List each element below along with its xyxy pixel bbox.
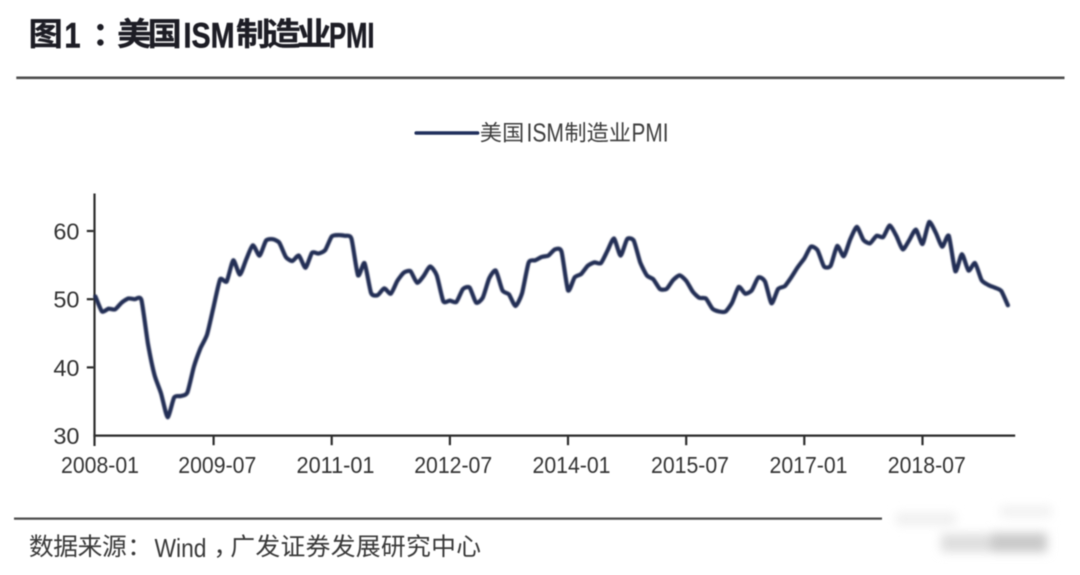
svg-text:1: 1 <box>65 17 81 56</box>
svg-text:2017-01: 2017-01 <box>770 452 848 478</box>
svg-text:2008-01: 2008-01 <box>61 452 139 478</box>
svg-text:60: 60 <box>53 219 79 245</box>
svg-text:ISM: ISM <box>184 17 235 56</box>
svg-text:2014-01: 2014-01 <box>533 452 611 478</box>
svg-text:ISM: ISM <box>527 118 565 148</box>
svg-text:Wind: Wind <box>155 533 207 563</box>
svg-text:30: 30 <box>53 423 79 449</box>
svg-text:2012-07: 2012-07 <box>414 452 492 478</box>
svg-text:2009-07: 2009-07 <box>178 452 256 478</box>
svg-text:40: 40 <box>53 355 79 381</box>
svg-text:50: 50 <box>53 287 79 313</box>
svg-text:PMI: PMI <box>632 118 669 148</box>
svg-text:2011-01: 2011-01 <box>297 452 375 478</box>
svg-text:2015-07: 2015-07 <box>651 452 729 478</box>
svg-text:PMI: PMI <box>329 17 375 56</box>
svg-text:2018-07: 2018-07 <box>888 452 966 478</box>
